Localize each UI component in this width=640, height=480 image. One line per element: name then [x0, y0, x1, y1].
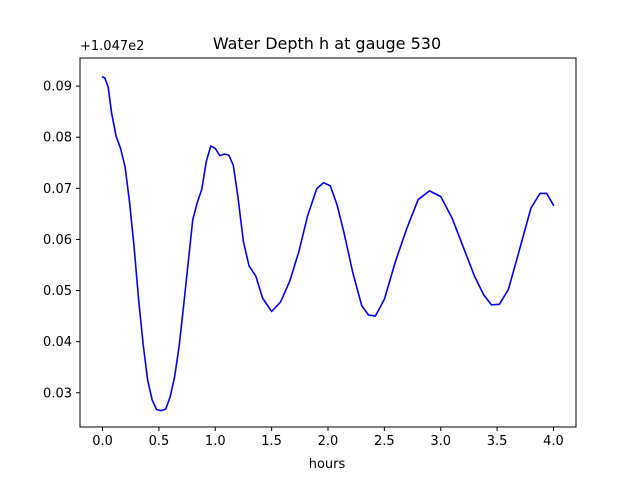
y-tick-label: 0.05 — [43, 284, 72, 299]
y-tick-label: 0.03 — [43, 386, 72, 401]
y-tick-label: 0.06 — [43, 233, 72, 248]
x-tick-label: 1.0 — [205, 434, 226, 449]
x-tick-label: 3.5 — [487, 434, 508, 449]
series-line-1 — [101, 76, 555, 412]
x-tick-label: 4.0 — [543, 434, 564, 449]
chart-title: Water Depth h at gauge 530 — [213, 34, 441, 53]
y-axis-offset-label: +1.047e2 — [80, 39, 144, 54]
y-tick-label: 0.08 — [43, 131, 72, 146]
plot-area: 0.0 0.5 1.0 1.5 2.0 2.5 3.0 3.5 4.0 0.03 0.04 0.05 0… — [43, 57, 577, 449]
x-axis-label: hours — [309, 457, 346, 472]
x-tick-label: 2.5 — [374, 434, 395, 449]
y-tick-label: 0.07 — [43, 182, 72, 197]
x-tick-label: 3.0 — [430, 434, 451, 449]
x-tick-label: 1.5 — [261, 434, 282, 449]
y-tick-label: 0.09 — [43, 80, 72, 95]
y-tick-label: 0.04 — [43, 335, 72, 350]
x-tick-label: 2.0 — [318, 434, 339, 449]
x-tick-label: 0.5 — [149, 434, 170, 449]
x-tick-label: 0.0 — [92, 434, 113, 449]
